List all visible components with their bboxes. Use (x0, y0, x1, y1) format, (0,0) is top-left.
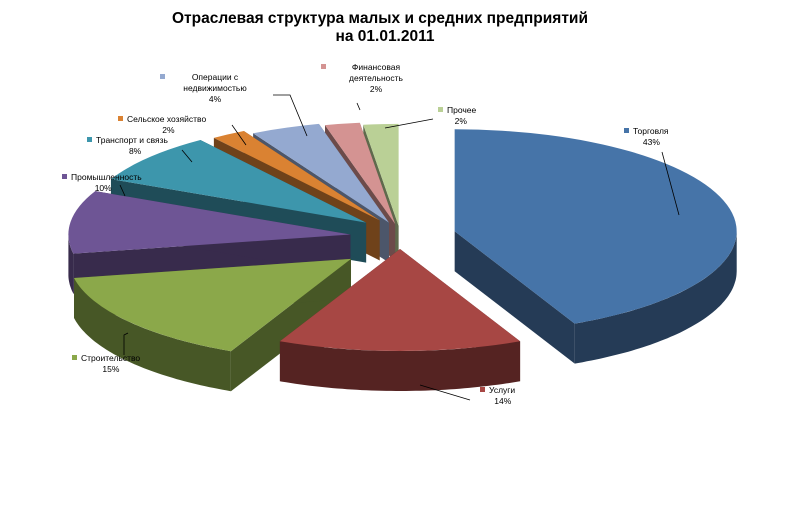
legend-swatch (321, 64, 326, 69)
slice-label-text: недвижимостью (183, 83, 247, 93)
leader-line (356, 102, 361, 111)
slice-percent: 8% (129, 146, 142, 156)
pie-slice-side (574, 231, 737, 364)
slice-label-text: Промышленность (71, 172, 142, 182)
pie-slice-top (454, 129, 737, 324)
slice-percent: 2% (162, 125, 175, 135)
legend-swatch (480, 387, 485, 392)
chart-title-line-2: на 01.01.2011 (335, 28, 434, 45)
slice-percent: 43% (643, 137, 660, 147)
leader-line (231, 124, 247, 146)
leader-line (384, 118, 434, 129)
slice-percent: 2% (455, 116, 468, 126)
leader-line (661, 151, 680, 216)
pie-slice-top (363, 123, 399, 226)
slice-percent: 15% (102, 364, 119, 374)
leader-line (181, 149, 193, 163)
pie-slice-side (68, 236, 74, 294)
legend-swatch (62, 174, 67, 179)
slice-percent: 10% (95, 183, 112, 193)
pie-slice-top (253, 123, 389, 223)
leader-line (273, 94, 308, 137)
pie-slice-top (74, 258, 352, 352)
pie-slice-top (324, 122, 396, 224)
leader-line (119, 184, 126, 197)
leader-line (123, 332, 129, 355)
slice-label-text: Сельское хозяйство (127, 114, 206, 124)
pie-slice-top (110, 140, 367, 223)
slice-label-text: Торговля (633, 126, 669, 136)
slice-label-text: Строительство (81, 353, 140, 363)
slice-label-text: Транспорт и связь (96, 135, 169, 145)
pie-slice-top (213, 130, 380, 221)
legend-swatch (438, 107, 443, 112)
pie-slices (68, 122, 737, 392)
chart-title-line-1: Отраслевая структура малых и средних пре… (172, 10, 588, 27)
pie-slice-side (279, 341, 521, 391)
slice-label-text: Операции с (192, 72, 239, 82)
pie-slice-side (74, 278, 231, 392)
legend-swatch (624, 128, 629, 133)
leader-line (419, 384, 471, 401)
legend-swatch (160, 74, 165, 79)
pie-slice-top (68, 191, 351, 254)
pie-slice-wall (454, 231, 575, 364)
slice-percent: 14% (494, 396, 511, 406)
slice-label-text: Финансовая (352, 62, 401, 72)
slice-label-text: Прочее (447, 105, 477, 115)
slice-percent: 2% (370, 84, 383, 94)
slice-label-text: Услуги (489, 385, 515, 395)
slice-percent: 4% (209, 94, 222, 104)
pie-slice (74, 258, 352, 392)
legend-swatch (72, 355, 77, 360)
pie-slice (454, 129, 737, 364)
legend-swatch (87, 137, 92, 142)
pie-slice (279, 249, 521, 391)
legend-swatch (118, 116, 123, 121)
slice-label-text: деятельность (349, 73, 403, 83)
pie-slice-top (279, 249, 521, 351)
